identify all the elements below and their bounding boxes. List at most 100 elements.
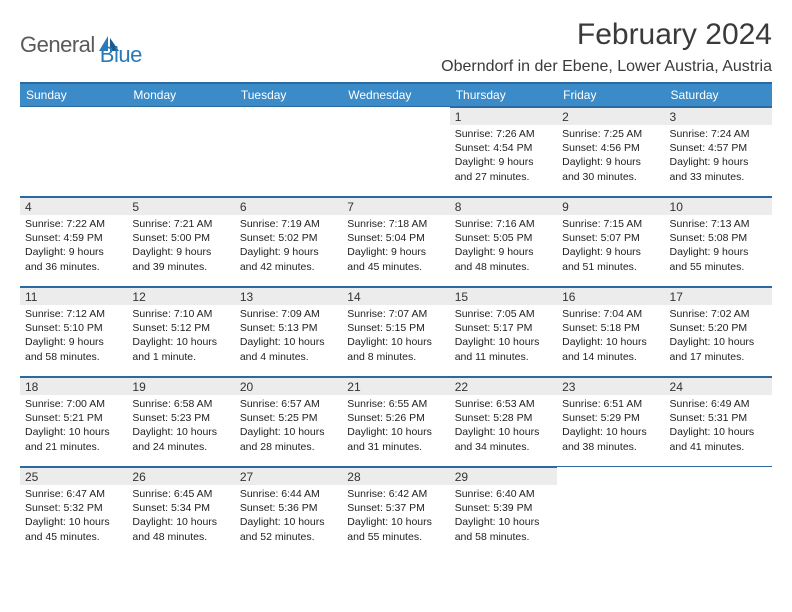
calendar-cell (665, 467, 772, 557)
daylight-line: Daylight: 10 hours and 34 minutes. (455, 425, 552, 453)
calendar-cell: 22Sunrise: 6:53 AMSunset: 5:28 PMDayligh… (450, 377, 557, 467)
cell-body: Sunrise: 6:42 AMSunset: 5:37 PMDaylight:… (342, 485, 449, 548)
calendar-week-row: 25Sunrise: 6:47 AMSunset: 5:32 PMDayligh… (20, 467, 772, 557)
cell-body: Sunrise: 7:15 AMSunset: 5:07 PMDaylight:… (557, 215, 664, 278)
daylight-line: Daylight: 10 hours and 48 minutes. (132, 515, 229, 543)
daylight-line: Daylight: 10 hours and 24 minutes. (132, 425, 229, 453)
sunset-line: Sunset: 5:04 PM (347, 231, 444, 245)
sunrise-line: Sunrise: 7:05 AM (455, 307, 552, 321)
cell-body: Sunrise: 7:05 AMSunset: 5:17 PMDaylight:… (450, 305, 557, 368)
daylight-line: Daylight: 10 hours and 4 minutes. (240, 335, 337, 363)
day-number: 3 (665, 107, 772, 125)
sunset-line: Sunset: 4:54 PM (455, 141, 552, 155)
cell-body: Sunrise: 7:12 AMSunset: 5:10 PMDaylight:… (20, 305, 127, 368)
calendar-cell: 4Sunrise: 7:22 AMSunset: 4:59 PMDaylight… (20, 197, 127, 287)
day-number: 20 (235, 377, 342, 395)
sunrise-line: Sunrise: 7:00 AM (25, 397, 122, 411)
cell-body: Sunrise: 6:49 AMSunset: 5:31 PMDaylight:… (665, 395, 772, 458)
day-header: Tuesday (235, 83, 342, 107)
cell-body: Sunrise: 7:13 AMSunset: 5:08 PMDaylight:… (665, 215, 772, 278)
day-number: 23 (557, 377, 664, 395)
logo-text-blue: Blue (100, 42, 142, 68)
cell-body: Sunrise: 7:25 AMSunset: 4:56 PMDaylight:… (557, 125, 664, 188)
day-number: 25 (20, 467, 127, 485)
sunrise-line: Sunrise: 7:02 AM (670, 307, 767, 321)
day-header: Sunday (20, 83, 127, 107)
daylight-line: Daylight: 9 hours and 36 minutes. (25, 245, 122, 273)
cell-body: Sunrise: 6:55 AMSunset: 5:26 PMDaylight:… (342, 395, 449, 458)
calendar-cell: 6Sunrise: 7:19 AMSunset: 5:02 PMDaylight… (235, 197, 342, 287)
day-number: 16 (557, 287, 664, 305)
daylight-line: Daylight: 10 hours and 8 minutes. (347, 335, 444, 363)
cell-body: Sunrise: 6:45 AMSunset: 5:34 PMDaylight:… (127, 485, 234, 548)
cell-body: Sunrise: 7:22 AMSunset: 4:59 PMDaylight:… (20, 215, 127, 278)
day-number: 8 (450, 197, 557, 215)
calendar-cell: 17Sunrise: 7:02 AMSunset: 5:20 PMDayligh… (665, 287, 772, 377)
daylight-line: Daylight: 9 hours and 27 minutes. (455, 155, 552, 183)
calendar-week-row: 18Sunrise: 7:00 AMSunset: 5:21 PMDayligh… (20, 377, 772, 467)
daylight-line: Daylight: 9 hours and 33 minutes. (670, 155, 767, 183)
calendar-cell: 13Sunrise: 7:09 AMSunset: 5:13 PMDayligh… (235, 287, 342, 377)
header: General Blue February 2024 Oberndorf in … (20, 18, 772, 76)
daylight-line: Daylight: 10 hours and 11 minutes. (455, 335, 552, 363)
calendar-week-row: 11Sunrise: 7:12 AMSunset: 5:10 PMDayligh… (20, 287, 772, 377)
day-number: 7 (342, 197, 449, 215)
daylight-line: Daylight: 10 hours and 38 minutes. (562, 425, 659, 453)
cell-body: Sunrise: 7:04 AMSunset: 5:18 PMDaylight:… (557, 305, 664, 368)
daylight-line: Daylight: 9 hours and 42 minutes. (240, 245, 337, 273)
sunrise-line: Sunrise: 7:25 AM (562, 127, 659, 141)
sunset-line: Sunset: 5:25 PM (240, 411, 337, 425)
calendar-cell: 14Sunrise: 7:07 AMSunset: 5:15 PMDayligh… (342, 287, 449, 377)
sunset-line: Sunset: 5:17 PM (455, 321, 552, 335)
cell-body: Sunrise: 7:16 AMSunset: 5:05 PMDaylight:… (450, 215, 557, 278)
sunrise-line: Sunrise: 6:44 AM (240, 487, 337, 501)
calendar-cell: 29Sunrise: 6:40 AMSunset: 5:39 PMDayligh… (450, 467, 557, 557)
calendar-week-row: 4Sunrise: 7:22 AMSunset: 4:59 PMDaylight… (20, 197, 772, 287)
sunrise-line: Sunrise: 7:16 AM (455, 217, 552, 231)
sunset-line: Sunset: 4:57 PM (670, 141, 767, 155)
sunset-line: Sunset: 5:08 PM (670, 231, 767, 245)
calendar-cell: 16Sunrise: 7:04 AMSunset: 5:18 PMDayligh… (557, 287, 664, 377)
calendar-cell: 2Sunrise: 7:25 AMSunset: 4:56 PMDaylight… (557, 107, 664, 197)
day-number: 21 (342, 377, 449, 395)
logo: General Blue (20, 22, 142, 68)
sunrise-line: Sunrise: 6:51 AM (562, 397, 659, 411)
sunset-line: Sunset: 5:23 PM (132, 411, 229, 425)
cell-body: Sunrise: 6:51 AMSunset: 5:29 PMDaylight:… (557, 395, 664, 458)
cell-body: Sunrise: 6:40 AMSunset: 5:39 PMDaylight:… (450, 485, 557, 548)
daylight-line: Daylight: 9 hours and 45 minutes. (347, 245, 444, 273)
sunset-line: Sunset: 5:36 PM (240, 501, 337, 515)
day-number: 27 (235, 467, 342, 485)
daylight-line: Daylight: 10 hours and 28 minutes. (240, 425, 337, 453)
calendar-cell: 20Sunrise: 6:57 AMSunset: 5:25 PMDayligh… (235, 377, 342, 467)
cell-body: Sunrise: 7:19 AMSunset: 5:02 PMDaylight:… (235, 215, 342, 278)
calendar-cell: 25Sunrise: 6:47 AMSunset: 5:32 PMDayligh… (20, 467, 127, 557)
daylight-line: Daylight: 10 hours and 58 minutes. (455, 515, 552, 543)
cell-body: Sunrise: 7:26 AMSunset: 4:54 PMDaylight:… (450, 125, 557, 188)
sunset-line: Sunset: 5:28 PM (455, 411, 552, 425)
sunrise-line: Sunrise: 7:22 AM (25, 217, 122, 231)
daylight-line: Daylight: 10 hours and 41 minutes. (670, 425, 767, 453)
calendar-cell (557, 467, 664, 557)
daylight-line: Daylight: 9 hours and 39 minutes. (132, 245, 229, 273)
day-number: 19 (127, 377, 234, 395)
day-number: 9 (557, 197, 664, 215)
calendar-table: SundayMondayTuesdayWednesdayThursdayFrid… (20, 82, 772, 557)
cell-body: Sunrise: 7:07 AMSunset: 5:15 PMDaylight:… (342, 305, 449, 368)
sunrise-line: Sunrise: 7:13 AM (670, 217, 767, 231)
sunrise-line: Sunrise: 6:58 AM (132, 397, 229, 411)
sunrise-line: Sunrise: 7:15 AM (562, 217, 659, 231)
calendar-cell: 18Sunrise: 7:00 AMSunset: 5:21 PMDayligh… (20, 377, 127, 467)
sunset-line: Sunset: 5:20 PM (670, 321, 767, 335)
sunrise-line: Sunrise: 6:55 AM (347, 397, 444, 411)
calendar-cell: 10Sunrise: 7:13 AMSunset: 5:08 PMDayligh… (665, 197, 772, 287)
sunrise-line: Sunrise: 7:19 AM (240, 217, 337, 231)
cell-body: Sunrise: 6:53 AMSunset: 5:28 PMDaylight:… (450, 395, 557, 458)
calendar-cell: 5Sunrise: 7:21 AMSunset: 5:00 PMDaylight… (127, 197, 234, 287)
sunset-line: Sunset: 5:00 PM (132, 231, 229, 245)
day-number: 29 (450, 467, 557, 485)
daylight-line: Daylight: 9 hours and 58 minutes. (25, 335, 122, 363)
cell-body: Sunrise: 6:58 AMSunset: 5:23 PMDaylight:… (127, 395, 234, 458)
sunrise-line: Sunrise: 7:12 AM (25, 307, 122, 321)
cell-body: Sunrise: 7:09 AMSunset: 5:13 PMDaylight:… (235, 305, 342, 368)
